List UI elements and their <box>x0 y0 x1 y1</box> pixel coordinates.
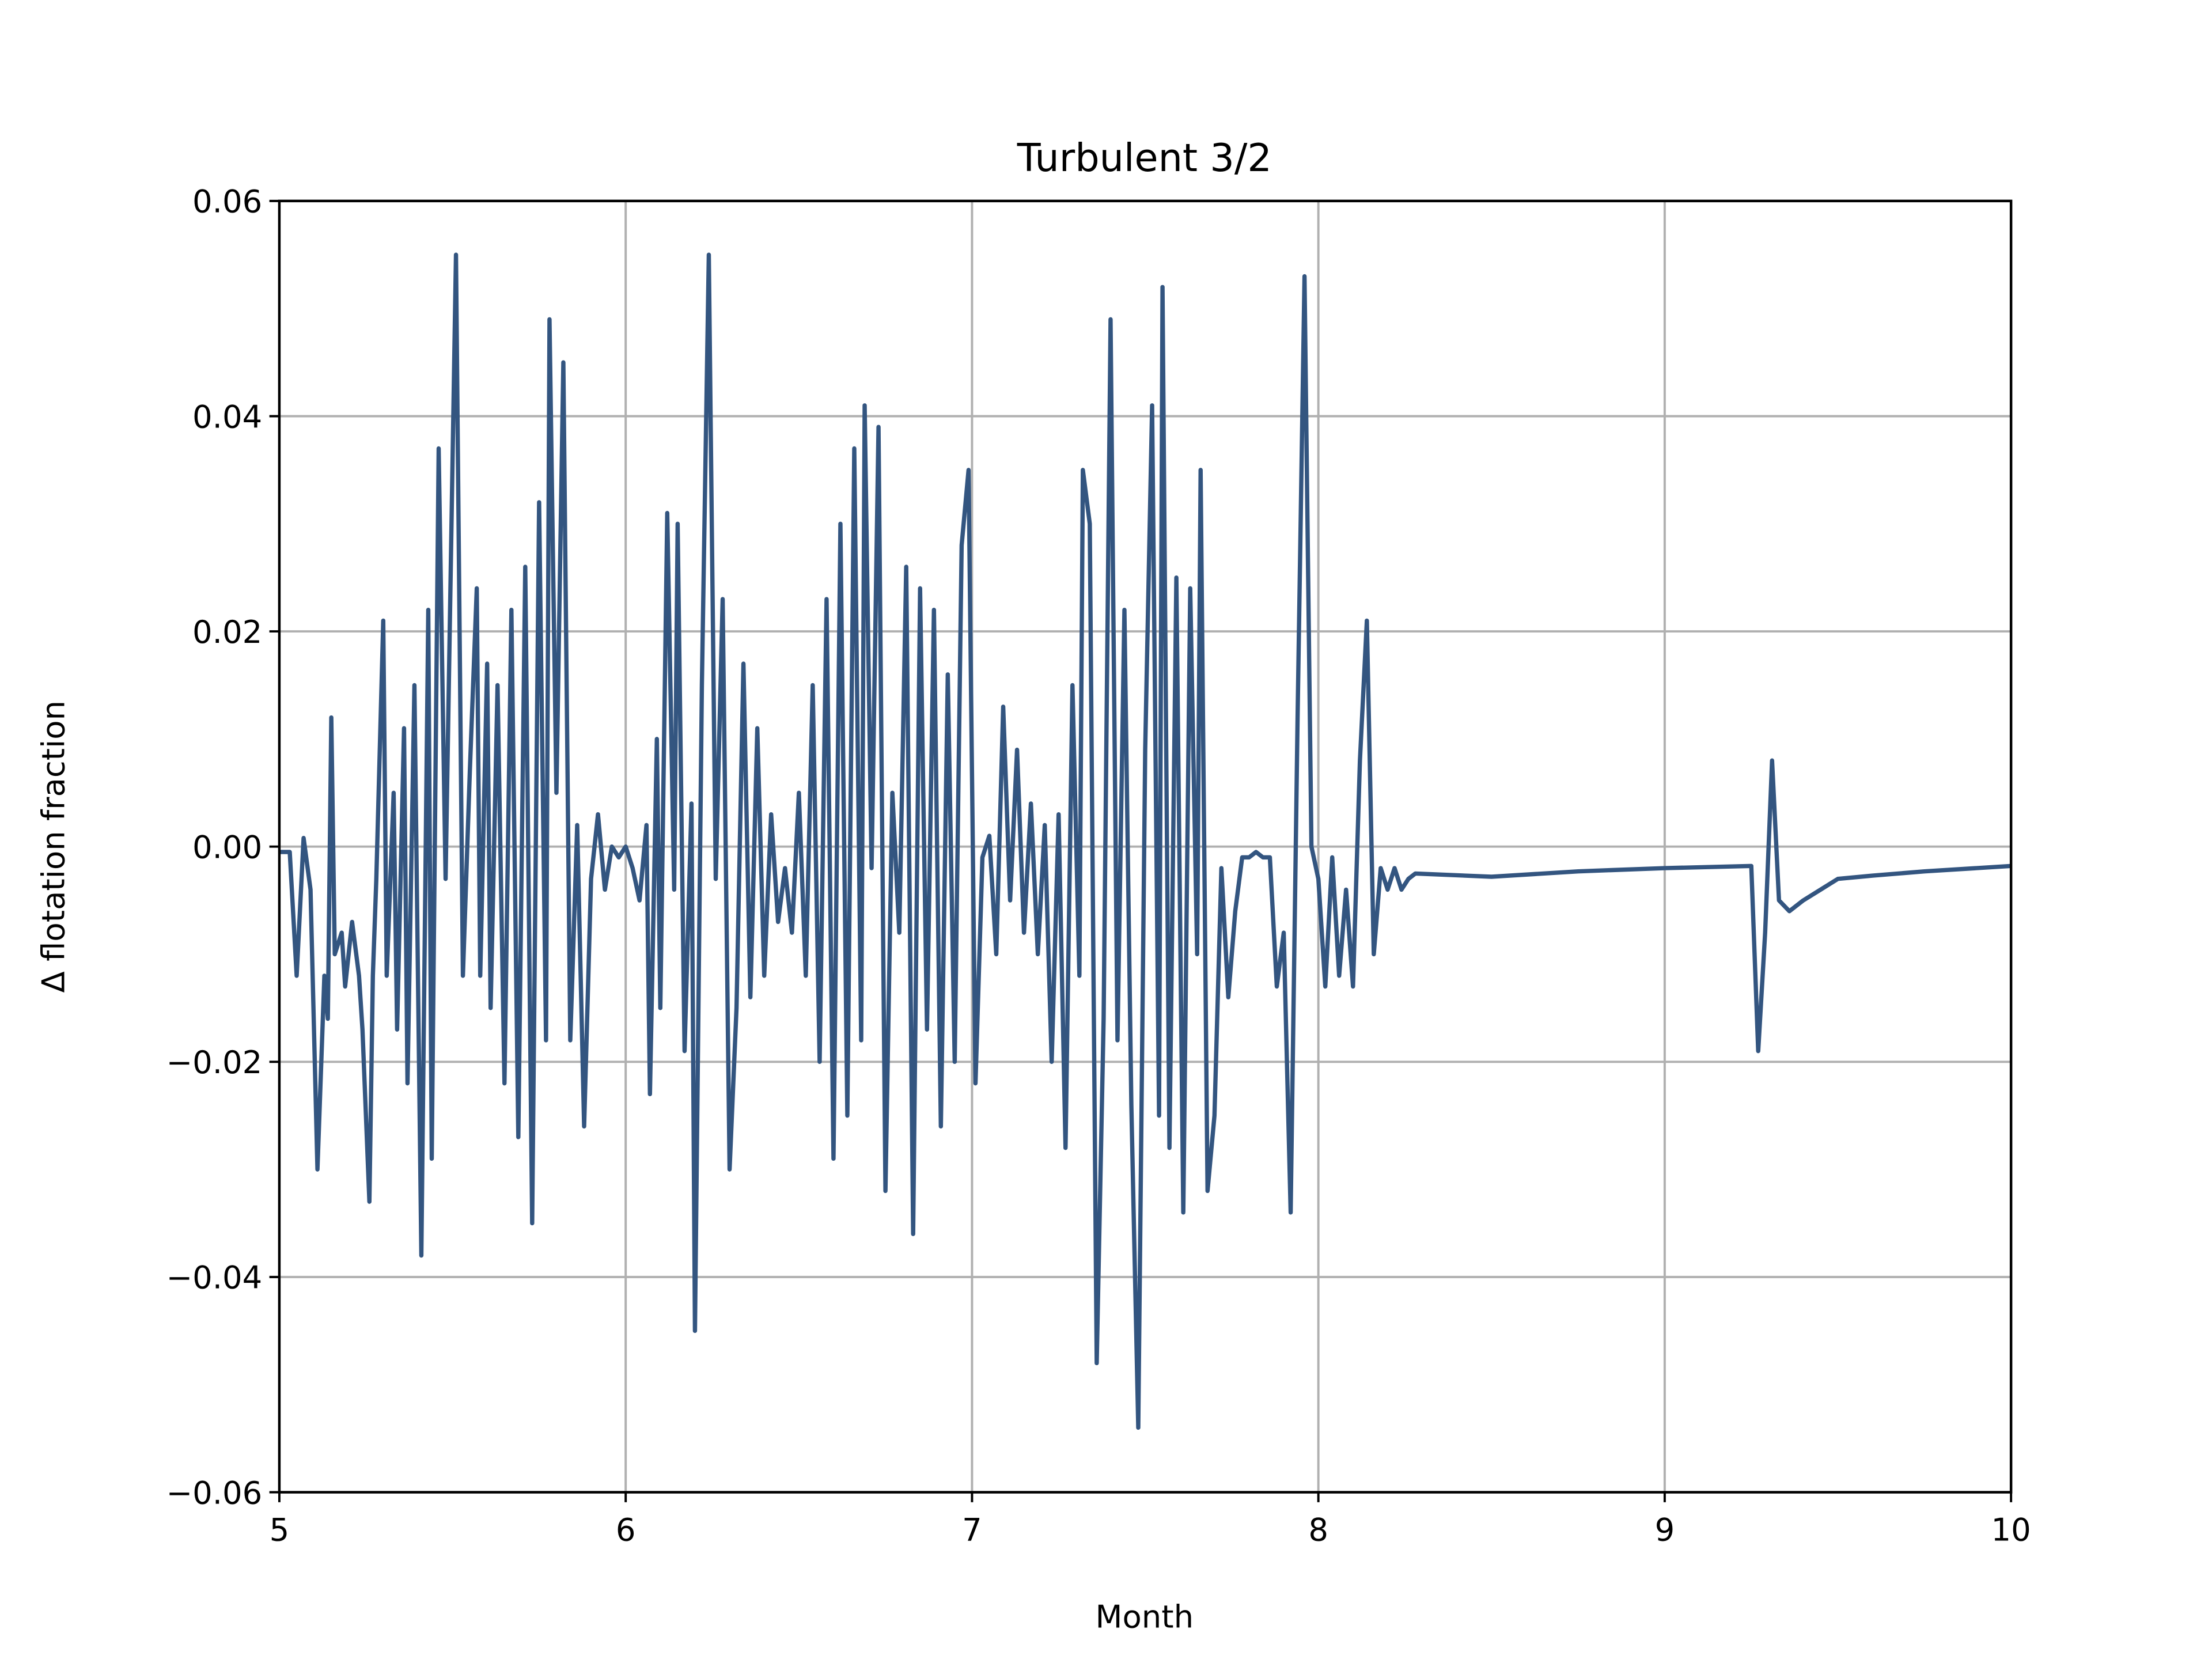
y-tick-label: −0.02 <box>166 1044 262 1081</box>
y-tick-label: 0.00 <box>192 828 262 865</box>
x-tick-label: 7 <box>962 1512 982 1548</box>
y-tick-label: 0.04 <box>192 398 262 435</box>
x-tick-label: 6 <box>616 1512 636 1548</box>
x-tick-label: 8 <box>1308 1512 1328 1548</box>
y-tick-label: −0.04 <box>166 1259 262 1296</box>
y-axis-label: Δ flotation fraction <box>35 700 71 993</box>
x-tick-label: 5 <box>270 1512 290 1548</box>
y-tick-label: −0.06 <box>166 1474 262 1511</box>
x-axis-label: Month <box>1096 1599 1194 1635</box>
y-tick-label: 0.06 <box>192 183 262 220</box>
chart-title: Turbulent 3/2 <box>1017 135 1272 180</box>
x-tick-label: 9 <box>1655 1512 1675 1548</box>
plot-frame <box>278 199 2013 1494</box>
data-line <box>279 252 2012 1430</box>
y-tick-label: 0.02 <box>192 613 262 650</box>
x-tick-label: 10 <box>1991 1512 2031 1548</box>
